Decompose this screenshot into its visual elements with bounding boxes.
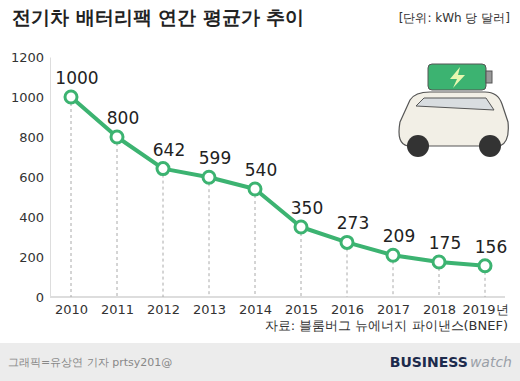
marker [249,183,261,195]
marker [433,256,445,268]
battery [428,64,486,90]
line [71,97,485,266]
marker [387,249,399,261]
y-tick-label: 0 [36,290,44,305]
x-tick-label: 2011 [101,302,134,317]
x-tick-label: 2018 [423,302,456,317]
y-tick: 1000 [11,90,50,105]
x-tick-label: 2014 [239,302,272,317]
marker [157,163,169,175]
x-tick: 2012 [147,297,180,317]
car-wheel [479,135,501,157]
x-tick-label: 2013 [193,302,226,317]
logo-business: BUSINESS [390,354,468,370]
marker [65,91,77,103]
x-tick: 2018 [423,297,456,317]
chart: 전기차 배터리팩 연간 평균가 추이 [단위: kWh 당 달러] 0 200 400 6… [0,0,520,381]
y-tick: 400 [19,210,50,225]
x-tick: 2017 [377,297,410,317]
data-label: 350 [291,198,323,218]
x-tick-label: 2012 [147,302,180,317]
x-axis-line [72,297,486,298]
drop-line [71,97,72,297]
drop-line [255,189,256,297]
logo-watch: watch [470,354,512,370]
marker [111,131,123,143]
y-tick: 800 [19,130,50,145]
marker [341,236,353,248]
y-tick-label: 1200 [11,50,44,65]
data-label: 800 [107,108,139,128]
y-tick: 0 [36,290,50,305]
y-tick: 600 [19,170,50,185]
footer-band [0,343,520,381]
x-tick: 2014 [239,297,272,317]
data-label: 156 [475,237,507,257]
x-tick-label: 2019년 [462,302,508,317]
data-label: 1000 [55,68,98,88]
data-label: 273 [337,213,369,233]
x-tick: 2011 [101,297,134,317]
y-axis: 0 200 400 600 800 1000 1200 [11,50,51,305]
y-tick: 1200 [11,50,50,65]
marker [479,260,491,272]
drop-line [301,227,302,297]
y-axis-line [50,58,51,298]
y-tick-label: 600 [19,170,44,185]
data-label: 540 [245,160,277,180]
y-tick-label: 200 [19,250,44,265]
data-label: 642 [153,140,185,160]
x-tick: 2010 [55,297,88,317]
y-tick: 200 [19,250,50,265]
battery-cap [486,71,492,83]
source: 자료: 블룸버그 뉴에너지 파이낸스(BNEF) [265,318,508,333]
car-window [416,98,494,110]
drop-line [117,137,118,297]
credit: 그래픽=유상연 기자 prtsy201@ [8,356,172,369]
x-tick-label: 2017 [377,302,410,317]
drop-line [209,177,210,297]
battery-bolt [450,67,465,88]
drop-line [163,169,164,297]
logo: BUSINESSwatch [390,354,512,370]
plot-data [65,91,491,297]
data-label: 175 [429,233,461,253]
x-tick-label: 2010 [55,302,88,317]
unit-note: [단위: kWh 당 달러] [399,11,510,25]
x-axis: 2010 2011 2012 2013 2014 2015 2016 2017 2018 2019… [55,297,509,317]
drop-line [347,242,348,297]
car-wheel [407,135,429,157]
marker [203,171,215,183]
x-tick: 2019년 [462,297,508,317]
x-tick: 2015 [285,297,318,317]
x-tick-label: 2016 [331,302,364,317]
data-label: 599 [199,148,231,168]
data-label: 209 [383,226,415,246]
title: 전기차 배터리팩 연간 평균가 추이 [12,6,304,28]
x-tick-label: 2015 [285,302,318,317]
illustration [399,64,508,157]
y-tick-label: 400 [19,210,44,225]
y-tick-label: 1000 [11,90,44,105]
marker [295,221,307,233]
y-tick-label: 800 [19,130,44,145]
x-tick: 2016 [331,297,364,317]
baseline [50,297,505,298]
data-labels: 1000 800 642 599 540 350 273 209 175 156 [55,68,507,257]
x-tick: 2013 [193,297,226,317]
